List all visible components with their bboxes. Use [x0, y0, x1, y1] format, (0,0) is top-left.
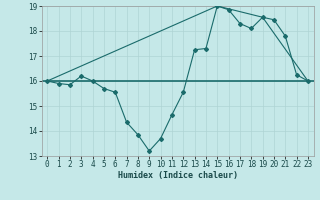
X-axis label: Humidex (Indice chaleur): Humidex (Indice chaleur): [118, 171, 237, 180]
